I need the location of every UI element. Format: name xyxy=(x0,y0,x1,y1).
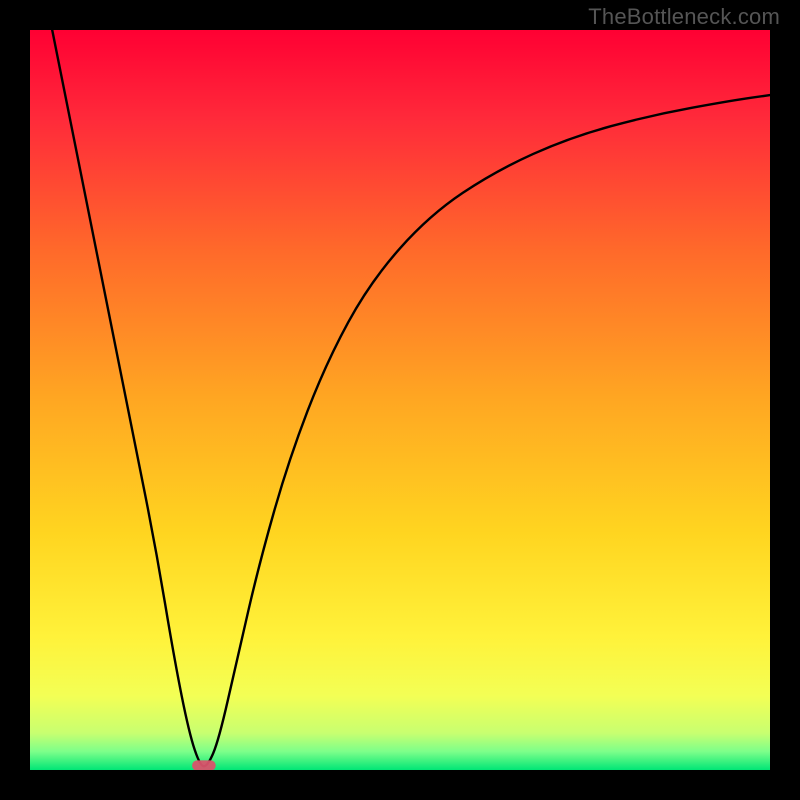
minimum-marker xyxy=(192,760,216,770)
plot-background xyxy=(30,30,770,770)
watermark-text: TheBottleneck.com xyxy=(588,4,780,30)
bottleneck-chart xyxy=(0,0,800,800)
chart-container: { "meta": { "watermark": "TheBottleneck.… xyxy=(0,0,800,800)
